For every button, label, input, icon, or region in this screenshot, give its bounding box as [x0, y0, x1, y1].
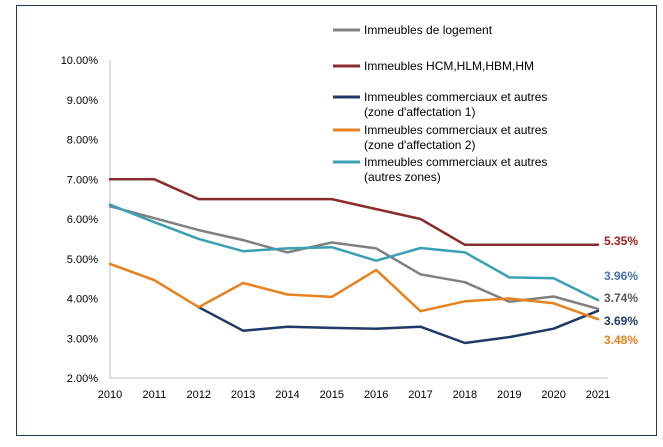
x-axis-ticks: 2010 2011 2012 2013 2014 2015 2016 2017 2018 2019…	[98, 389, 610, 401]
y-tick-label: 6.00%	[67, 214, 98, 226]
x-tick-label: 2012	[186, 389, 210, 401]
legend-label-5: Immeubles commerciaux et autres	[364, 155, 547, 169]
series-line-2	[108, 178, 600, 247]
x-tick-label: 2010	[98, 389, 122, 401]
legend-label-2: Immeubles HCM,HLM,HBM,HM	[364, 59, 534, 73]
end-label-5: 3.96%	[604, 269, 638, 283]
y-tick-label: 5.00%	[67, 254, 98, 266]
legend: Immeubles de logement Immeubles HCM,HLM,H…	[333, 23, 547, 184]
legend-label-3: Immeubles commerciaux et autres	[364, 90, 547, 104]
series-lines	[108, 178, 600, 345]
series-line-3	[197, 305, 600, 345]
series-line-5	[108, 203, 600, 302]
legend-label-5: (autres zones)	[364, 170, 441, 184]
legend-label-3: (zone d'affectation 1)	[364, 105, 475, 119]
end-label-3: 3.69%	[604, 314, 638, 328]
legend-label-4: Immeubles commerciaux et autres	[364, 123, 547, 137]
x-tick-label: 2019	[497, 389, 521, 401]
y-tick-label: 9.00%	[67, 95, 98, 107]
x-tick-label: 2017	[408, 389, 432, 401]
end-labels: 3.74% 5.35% 3.69% 3.48% 3.96%	[604, 234, 638, 347]
y-tick-label: 4.00%	[67, 294, 98, 306]
y-tick-label: 7.00%	[67, 174, 98, 186]
x-tick-label: 2016	[364, 389, 388, 401]
series-line-4	[108, 262, 600, 321]
x-tick-label: 2013	[231, 389, 255, 401]
x-tick-label: 2018	[453, 389, 477, 401]
end-label-1: 3.74%	[604, 291, 638, 305]
y-axis-ticks: 2.00% 3.00% 4.00% 5.00% 6.00% 7.00% 8.00% 9.00%…	[61, 55, 99, 385]
y-tick-label: 10.00%	[61, 55, 99, 67]
x-tick-label: 2014	[275, 389, 299, 401]
x-tick-label: 2021	[586, 389, 610, 401]
x-tick-label: 2011	[143, 389, 167, 401]
x-tick-label: 2015	[320, 389, 344, 401]
y-tick-label: 8.00%	[67, 135, 98, 147]
y-tick-label: 2.00%	[67, 373, 98, 385]
legend-label-1: Immeubles de logement	[364, 23, 493, 37]
y-tick-label: 3.00%	[67, 333, 98, 345]
end-label-2: 5.35%	[604, 234, 638, 248]
series-line-1	[108, 205, 600, 311]
axes	[109, 60, 608, 379]
end-label-4: 3.48%	[604, 333, 638, 347]
x-tick-label: 2020	[541, 389, 565, 401]
legend-label-4: (zone d'affectation 2)	[364, 138, 475, 152]
chart-frame	[16, 5, 657, 436]
